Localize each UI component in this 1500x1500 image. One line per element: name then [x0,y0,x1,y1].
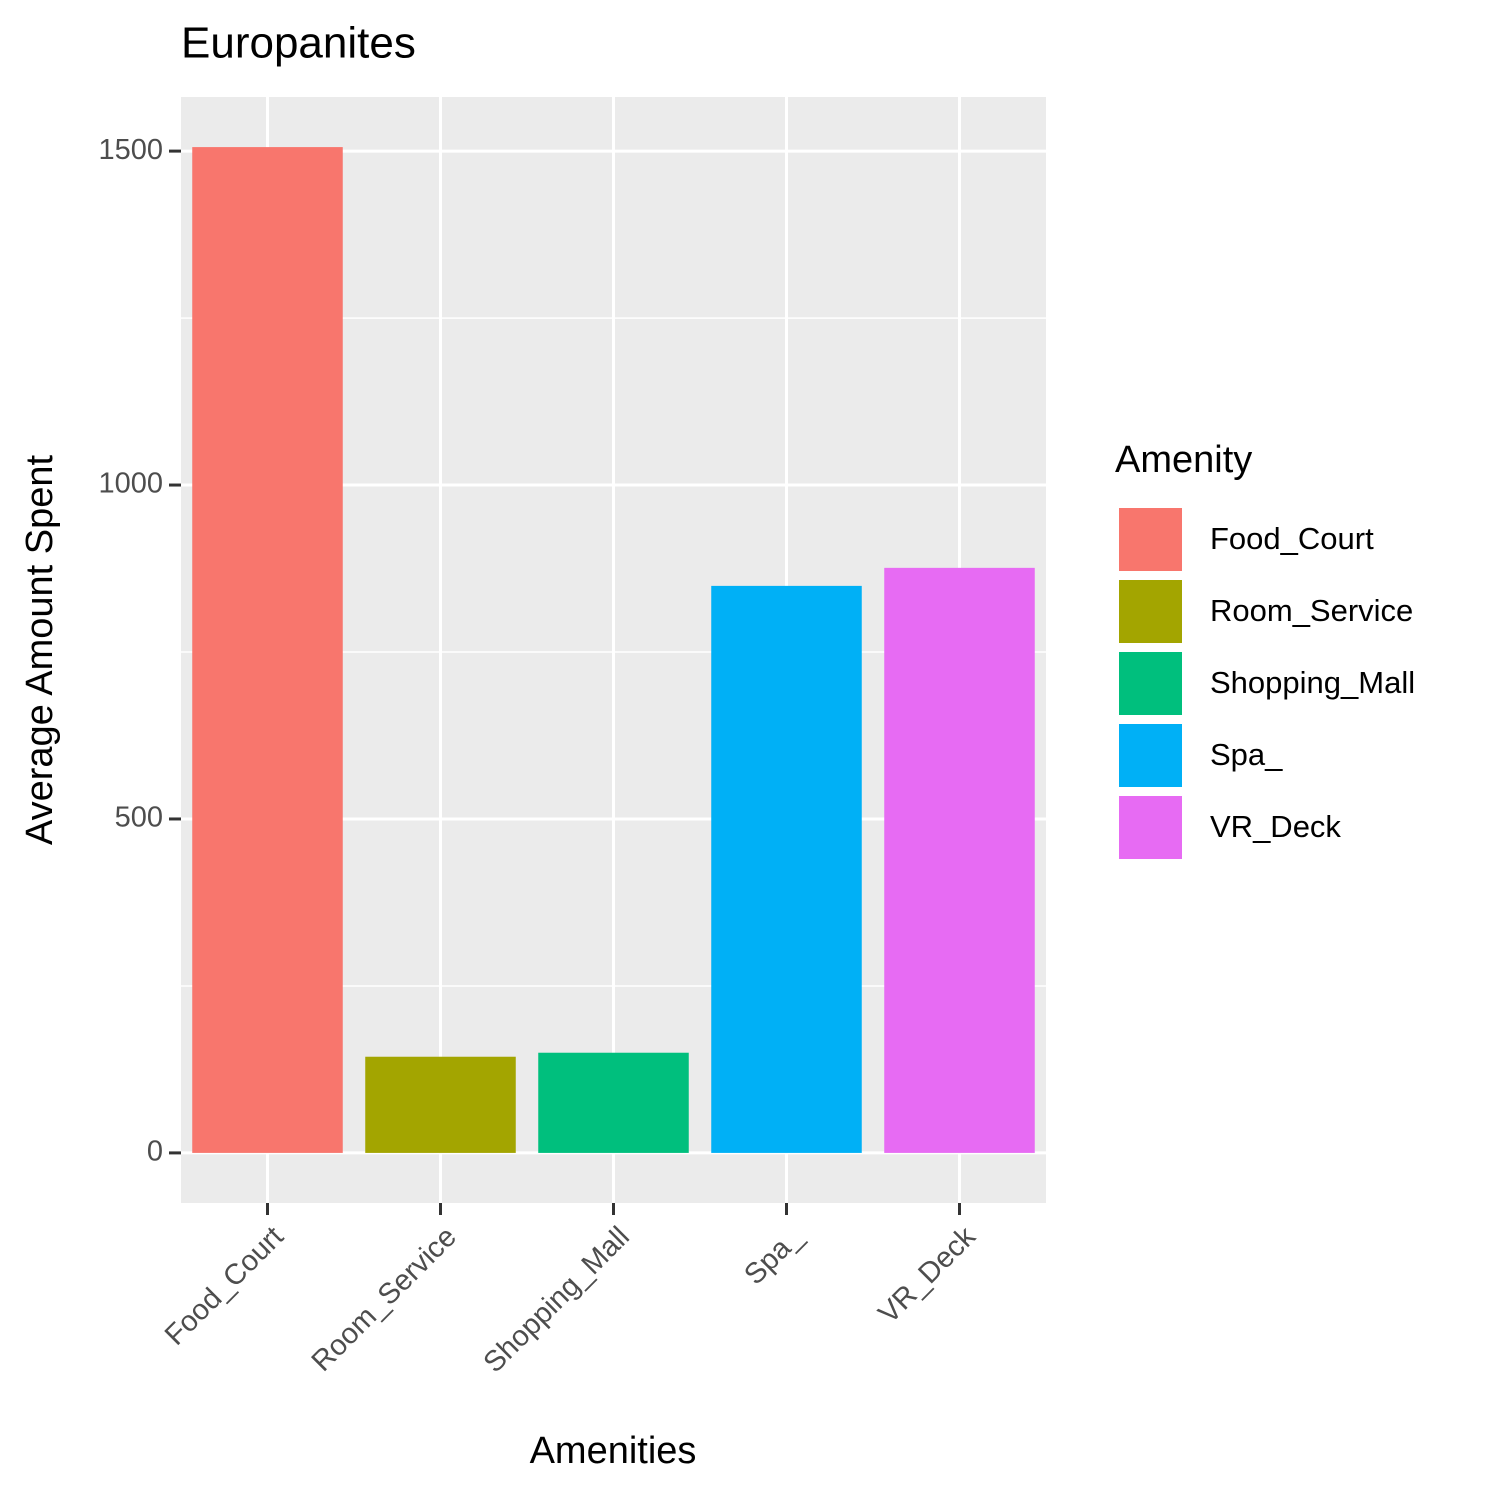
legend-key [1117,794,1184,861]
bar [192,147,343,1153]
bar [365,1056,516,1153]
legend-key [1117,506,1184,573]
y-tick-label: 1000 [98,468,163,500]
bar [538,1052,689,1153]
legend-label: Spa_ [1210,737,1283,772]
legend-title: Amenity [1115,439,1252,481]
x-axis-title: Amenities [530,1430,697,1472]
y-tick-label: 1500 [98,134,163,166]
legend-key [1117,578,1184,645]
legend-key [1117,722,1184,789]
legend-label: VR_Deck [1210,809,1341,844]
y-axis-title: Average Amount Spent [19,454,61,845]
bar [711,585,862,1153]
y-tick-label: 0 [147,1136,163,1168]
chart-title: Europanites [181,19,416,68]
legend-label: Shopping_Mall [1210,665,1415,700]
legend-label: Food_Court [1210,521,1374,556]
legend-key [1117,650,1184,717]
y-tick-label: 500 [115,802,163,834]
legend-label: Room_Service [1210,593,1413,628]
bar [884,567,1035,1153]
